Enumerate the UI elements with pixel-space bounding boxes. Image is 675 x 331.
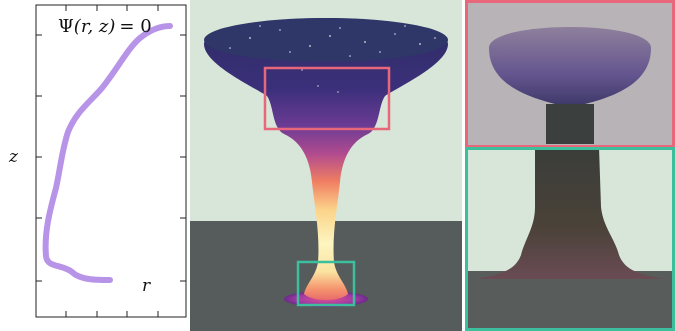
closeup-bottom-frame xyxy=(465,147,675,331)
top-ticks xyxy=(65,5,159,11)
funnel-neck xyxy=(546,104,594,144)
top-inset-marker xyxy=(263,66,391,131)
bottom-inset-marker xyxy=(296,260,356,307)
fluid-base xyxy=(475,147,665,279)
right-ticks xyxy=(180,34,186,282)
closeup-bottom xyxy=(465,147,675,331)
funnel-bowl xyxy=(489,27,651,107)
bottom-ticks xyxy=(65,311,159,317)
plot-frame xyxy=(35,4,187,318)
funnel-rim xyxy=(204,18,448,62)
profile-curve xyxy=(42,23,173,283)
y-axis-label: z xyxy=(8,147,19,167)
left-ticks xyxy=(36,34,42,282)
closeup-floor xyxy=(465,271,675,331)
x-axis-label: r xyxy=(142,276,151,296)
equation-label: Ψ(r, z) = 0 xyxy=(58,16,152,37)
profile-plot: Ψ(r, z) = 0 r z xyxy=(8,4,187,318)
closeup-top-panel xyxy=(465,0,675,148)
closeup-top xyxy=(465,0,675,148)
render-panel xyxy=(190,0,462,331)
particle-speckles xyxy=(229,25,436,93)
fluid-render xyxy=(190,0,462,331)
closeup-bottom-panel xyxy=(465,147,675,331)
profile-plot-panel: Ψ(r, z) = 0 r z xyxy=(0,0,190,331)
closeup-top-frame xyxy=(465,0,675,148)
